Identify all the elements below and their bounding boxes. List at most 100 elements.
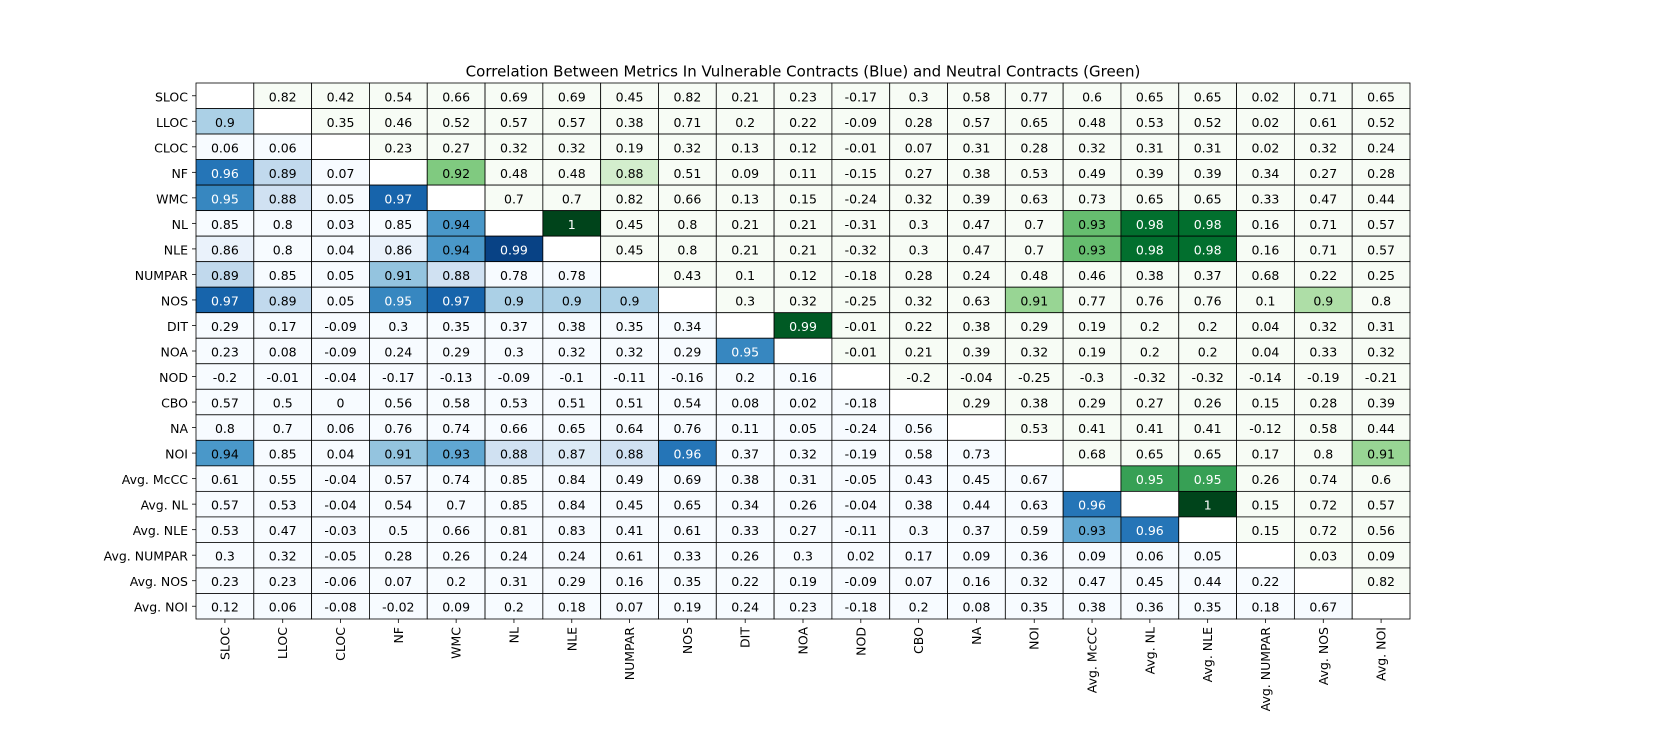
cell (1236, 439, 1295, 467)
cell (1120, 82, 1180, 109)
cell-label: -0.05 (845, 472, 877, 487)
cell (253, 363, 313, 390)
cell (715, 159, 775, 186)
cell-label: -0.18 (845, 268, 877, 283)
cell (773, 388, 833, 416)
cell (253, 210, 313, 237)
cell-label: 0.57 (558, 115, 586, 130)
cell (1351, 490, 1411, 518)
cell-label: 0.29 (1078, 396, 1106, 411)
cell-label: 0.53 (1020, 166, 1048, 181)
cell-label: 0.34 (1252, 166, 1280, 181)
cell-label: 0.28 (1309, 396, 1337, 411)
cell-label: 0.45 (963, 472, 991, 487)
cell (1004, 542, 1064, 569)
y-tick-label: Avg. NOS (130, 574, 188, 589)
cell (831, 261, 891, 288)
cell (542, 312, 602, 339)
cell (1178, 159, 1237, 186)
cell-label: 0.52 (442, 115, 470, 130)
cell (369, 593, 428, 620)
cell-label: 0.88 (616, 447, 644, 462)
cell-label: 0.24 (963, 268, 991, 283)
cell (715, 108, 775, 135)
cell (1351, 542, 1411, 569)
cell (1004, 593, 1064, 620)
cell-label: 0.85 (500, 472, 528, 487)
cell-label: 0.3 (909, 89, 929, 104)
x-tick-label: NUMPAR (622, 627, 637, 681)
cell-label: 0.36 (1136, 600, 1164, 615)
cell-label: 0.8 (215, 421, 235, 436)
cell-label: 0.16 (616, 574, 644, 589)
cell-label: 0.48 (1020, 268, 1048, 283)
y-tick-label: NL (172, 217, 188, 232)
cell-label: 0.35 (442, 319, 470, 334)
cell-label: 0.95 (211, 191, 239, 206)
cell-label: 0.27 (1136, 396, 1164, 411)
cell (715, 465, 775, 492)
cell-label: 0.58 (442, 396, 470, 411)
cell-label: 0.57 (1367, 498, 1395, 513)
cell-label: 0.26 (1194, 396, 1222, 411)
cell-label: 0.9 (504, 293, 524, 308)
cell (426, 159, 486, 186)
cell-label: 0.24 (558, 549, 586, 564)
y-tick-label: LLOC (156, 115, 188, 130)
cell (715, 133, 775, 160)
cell-label: 0.97 (442, 293, 470, 308)
cell-label: 0.54 (384, 498, 412, 513)
cell-label: 0.48 (500, 166, 528, 181)
cell-label: 0.38 (558, 319, 586, 334)
cell (1351, 337, 1411, 365)
cell (195, 108, 255, 135)
cell-label: 0.54 (384, 89, 412, 104)
cell-label: 0.66 (673, 191, 701, 206)
cell-label: 0.05 (789, 421, 817, 436)
cell (658, 133, 717, 160)
cell-label: 0.02 (847, 549, 875, 564)
cell-label: 0.74 (442, 472, 470, 487)
cell-label: 0.02 (789, 396, 817, 411)
cell-label: 0.6 (1371, 472, 1391, 487)
cell (542, 159, 602, 186)
cell-label: 0.88 (269, 191, 297, 206)
cell-label: 0.09 (1367, 549, 1395, 564)
y-tick-label: CLOC (154, 140, 188, 155)
cell (484, 133, 544, 160)
cell (484, 593, 544, 620)
cell (195, 439, 255, 467)
y-tick-label: NA (170, 421, 188, 436)
cell (947, 567, 1006, 594)
cell-label: 0.65 (1020, 115, 1048, 130)
cell-label: 0.44 (1367, 191, 1395, 206)
cell (1178, 184, 1237, 212)
cell (831, 337, 891, 365)
cell-label: 0.15 (1252, 523, 1280, 538)
cell-label: -0.18 (845, 600, 877, 615)
cell-label: 0.12 (789, 268, 817, 283)
cell-label: 0.43 (673, 268, 701, 283)
cell-label: 0.02 (1252, 140, 1280, 155)
cell-label: 0.51 (616, 396, 644, 411)
cell-label: 0.22 (1309, 268, 1337, 283)
cell-label: 0.39 (1367, 396, 1395, 411)
cell (484, 388, 544, 416)
cell-label: 0.32 (789, 293, 817, 308)
cell-label: 0.57 (1367, 217, 1395, 232)
cell (542, 337, 602, 365)
cell (1236, 567, 1295, 594)
empty-cell (1120, 490, 1180, 518)
cell-label: -0.13 (440, 370, 472, 385)
cell (484, 490, 544, 518)
cell-label: 0.2 (1198, 345, 1218, 360)
cell (773, 133, 833, 160)
cell-label: 0.67 (1309, 600, 1337, 615)
cell-label: 0.29 (211, 319, 239, 334)
cell (1062, 159, 1122, 186)
cell (1004, 159, 1064, 186)
cell (195, 414, 255, 441)
cell (773, 261, 833, 288)
cell-label: 0.28 (1020, 140, 1048, 155)
cell-label: 0.59 (1020, 523, 1048, 538)
